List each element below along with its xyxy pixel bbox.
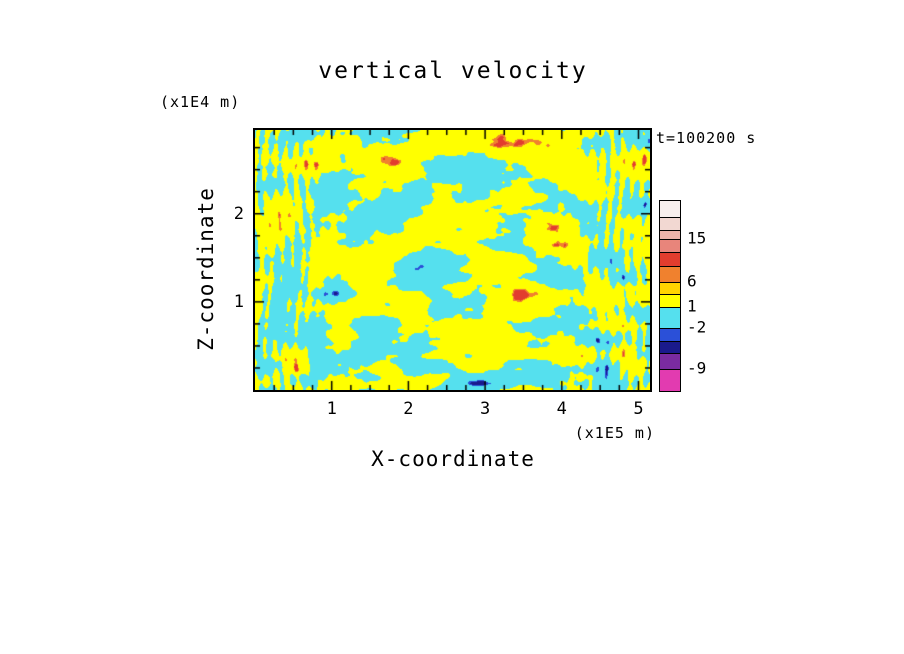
x-tick-label: 1 [326, 399, 337, 419]
colorbar-tick-label: 1 [687, 296, 697, 316]
y-unit-label: (x1E4 m) [160, 93, 241, 111]
y-axis-label: Z-coordinate [194, 187, 218, 351]
colorbar-segment [660, 201, 680, 218]
plot-frame [253, 128, 652, 392]
colorbar [659, 200, 681, 392]
x-tick-label: 2 [403, 399, 414, 419]
colorbar-segment [660, 238, 680, 253]
colorbar-segment [660, 217, 680, 230]
x-unit-label: (x1E5 m) [574, 424, 655, 442]
colorbar-tick-label: -2 [687, 317, 707, 337]
colorbar-segment [660, 327, 680, 342]
colorbar-segment [660, 294, 680, 308]
colorbar-tick-label: -9 [687, 358, 707, 378]
colorbar-segment [660, 369, 680, 391]
colorbar-segment [660, 341, 680, 354]
x-tick-label: 3 [479, 399, 491, 419]
colorbar-segment [660, 307, 680, 328]
time-label: t=100200 s [656, 129, 757, 147]
x-tick-label: 4 [556, 399, 567, 419]
heatmap-canvas [255, 130, 650, 390]
chart-title: vertical velocity [318, 58, 588, 84]
colorbar-segment [660, 266, 680, 282]
x-axis-label: X-coordinate [371, 447, 535, 471]
colorbar-segment [660, 229, 680, 239]
y-tick-label: 1 [233, 291, 244, 312]
colorbar-segment [660, 252, 680, 267]
colorbar-segment [660, 353, 680, 370]
y-tick-label: 2 [233, 203, 244, 224]
x-tick-label: 5 [633, 399, 644, 419]
colorbar-tick-label: 6 [687, 271, 697, 291]
colorbar-tick-label: 15 [687, 228, 707, 248]
colorbar-segment [660, 281, 680, 295]
